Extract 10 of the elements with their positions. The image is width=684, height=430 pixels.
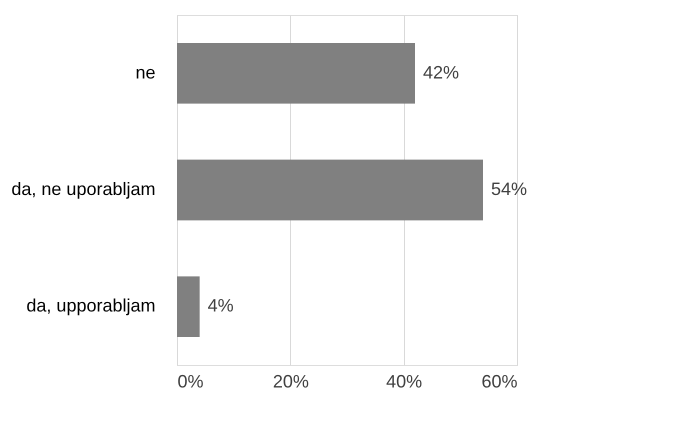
data-label: 54% xyxy=(491,179,528,199)
y-tick-label: da, ne uporabljam xyxy=(11,179,156,199)
x-tick-label: 20% xyxy=(272,372,309,392)
data-label: 4% xyxy=(208,296,234,316)
data-label: 42% xyxy=(423,62,460,82)
x-tick-label: 0% xyxy=(178,372,204,392)
x-tick-label: 60% xyxy=(481,372,518,392)
x-tick-label: 40% xyxy=(386,372,422,392)
y-tick-label: da, upporabljam xyxy=(26,296,156,316)
y-tick-label: ne xyxy=(135,62,156,82)
